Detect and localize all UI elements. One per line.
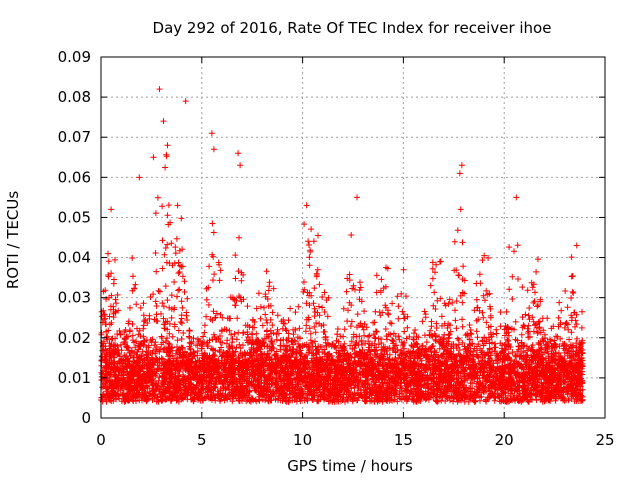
data-point: [164, 142, 171, 149]
grid: [101, 57, 605, 418]
x-tick-label: 20: [495, 431, 514, 449]
scatter-cloud: [98, 151, 586, 405]
y-tick-label: 0.03: [58, 289, 91, 307]
y-tick-label: 0.04: [58, 249, 91, 267]
y-tick-label: 0: [81, 409, 91, 427]
data-point: [458, 162, 465, 169]
data-point: [182, 98, 189, 105]
data-point: [208, 130, 215, 137]
x-tick-label: 5: [197, 431, 207, 449]
data-point: [160, 118, 167, 125]
data-point: [573, 242, 580, 249]
chart-title: Day 292 of 2016, Rate Of TEC Index for r…: [153, 19, 552, 37]
y-tick-label: 0.06: [58, 168, 91, 186]
data-point: [136, 174, 143, 181]
y-tick-label: 0.01: [58, 369, 91, 387]
data-point: [150, 154, 157, 161]
data-point: [237, 162, 244, 169]
y-tick-label: 0.07: [58, 128, 91, 146]
data-point: [513, 194, 520, 201]
data-point: [354, 194, 361, 201]
data-point: [210, 146, 217, 153]
data-point: [235, 150, 242, 157]
x-tick-label: 10: [293, 431, 312, 449]
data-points: [98, 86, 586, 405]
data-point: [108, 206, 115, 213]
y-tick-label: 0.05: [58, 208, 91, 226]
plot-frame: [100, 56, 606, 419]
y-tick-label: 0.09: [58, 48, 91, 66]
data-point: [156, 86, 163, 93]
data-point: [456, 170, 463, 177]
x-tick-label: 0: [96, 431, 106, 449]
x-tick-label: 25: [595, 431, 614, 449]
axis-ticks: 0 0.01 0.02 0.03 0.04 0.05 0.06 0.07 0.08 0.09 0 5 1…: [58, 48, 615, 449]
x-tick-label: 15: [394, 431, 413, 449]
y-axis-label: ROTI / TECUs: [4, 191, 22, 289]
y-tick-label: 0.08: [58, 88, 91, 106]
data-point: [303, 202, 310, 209]
y-tick-label: 0.02: [58, 329, 91, 347]
data-point: [174, 202, 181, 209]
x-axis-label: GPS time / hours: [287, 457, 413, 475]
